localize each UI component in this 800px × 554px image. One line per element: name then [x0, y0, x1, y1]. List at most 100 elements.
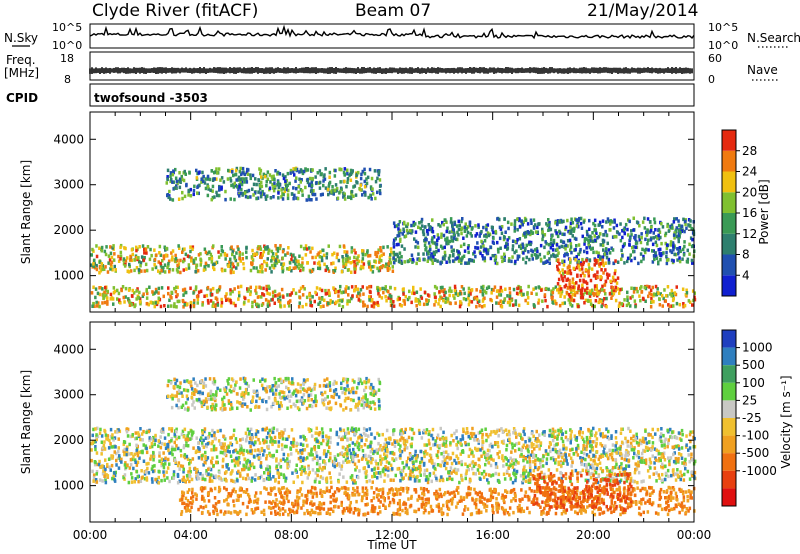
power-echo	[225, 298, 228, 302]
power-echo	[276, 170, 280, 175]
velocity-echo	[138, 456, 141, 460]
power-echo	[196, 191, 199, 195]
power-echo	[394, 237, 397, 241]
power-echo	[178, 177, 182, 181]
power-echo	[577, 284, 581, 288]
power-echo	[577, 304, 580, 309]
power-echo	[295, 167, 299, 172]
velocity-echo	[177, 461, 181, 465]
velocity-echo	[487, 481, 490, 485]
power-echo	[92, 264, 96, 269]
velocity-echo	[447, 507, 451, 511]
beam-title: Beam 07	[355, 1, 431, 21]
power-echo	[587, 299, 590, 303]
power-echo	[373, 259, 376, 263]
power-echo	[402, 229, 406, 234]
velocity-echo	[227, 510, 230, 514]
power-echo	[547, 287, 550, 292]
power-ylabel: Slant Range [km]	[19, 160, 33, 264]
power-echo	[604, 268, 607, 272]
power-echo	[558, 245, 561, 250]
power-echo	[259, 171, 262, 176]
power-echo	[687, 223, 690, 227]
power-echo	[558, 229, 561, 234]
velocity-echo	[257, 437, 260, 442]
velocity-echo	[562, 499, 565, 504]
power-echo	[301, 268, 305, 272]
velocity-echo	[344, 451, 347, 456]
power-echo	[451, 259, 455, 263]
velocity-echo	[458, 499, 461, 503]
power-echo	[239, 166, 242, 171]
velocity-echo	[522, 458, 525, 463]
power-echo	[320, 172, 323, 176]
power-echo	[369, 290, 372, 295]
power-echo	[287, 246, 290, 250]
power-echo	[175, 305, 178, 309]
power-echo	[398, 233, 401, 238]
velocity-echo	[284, 476, 288, 481]
power-echo	[298, 254, 301, 258]
power-echo	[467, 250, 470, 255]
power-scatter	[90, 166, 697, 309]
power-echo	[523, 231, 526, 236]
power-echo	[462, 297, 466, 301]
velocity-echo	[372, 491, 376, 495]
power-echo	[327, 244, 330, 248]
power-echo	[490, 287, 494, 292]
power-echo	[558, 303, 562, 308]
power-echo	[238, 293, 241, 298]
power-echo	[644, 299, 647, 303]
velocity-echo	[372, 496, 376, 500]
power-colorbar-tick-label: 24	[742, 165, 757, 179]
power-echo	[152, 301, 155, 305]
velocity-echo	[465, 495, 469, 499]
power-echo	[251, 261, 254, 266]
power-echo	[266, 245, 269, 249]
power-echo	[220, 187, 223, 191]
power-echo	[693, 291, 696, 295]
power-echo	[439, 224, 442, 228]
power-echo	[571, 234, 574, 238]
power-echo	[309, 250, 312, 254]
power-echo	[448, 254, 452, 258]
power-echo	[603, 297, 606, 301]
power-echo	[543, 255, 546, 259]
power-echo	[467, 296, 470, 300]
power-echo	[613, 220, 616, 224]
power-echo	[548, 225, 551, 229]
power-echo	[660, 241, 663, 246]
velocity-echo	[396, 501, 400, 506]
power-echo	[158, 251, 161, 255]
power-echo	[532, 226, 536, 230]
power-echo	[231, 170, 234, 174]
velocity-echo	[459, 495, 463, 500]
power-echo	[662, 251, 665, 255]
power-echo	[516, 217, 519, 221]
velocity-echo	[392, 500, 396, 505]
velocity-echo	[282, 486, 285, 490]
power-echo	[546, 304, 549, 309]
power-echo	[583, 237, 587, 241]
power-echo	[501, 300, 504, 304]
power-echo	[212, 265, 215, 270]
velocity-echo	[644, 501, 647, 505]
power-echo	[495, 301, 498, 305]
power-echo	[211, 262, 215, 266]
power-echo	[611, 286, 614, 290]
velocity-echo	[361, 495, 364, 499]
power-echo	[650, 300, 653, 305]
power-echo	[640, 236, 643, 240]
power-echo	[281, 173, 285, 177]
power-echo	[480, 285, 483, 290]
power-echo	[649, 288, 653, 293]
power-echo	[649, 228, 653, 233]
velocity-echo	[442, 430, 445, 435]
velocity-echo	[321, 434, 325, 439]
power-echo	[417, 252, 420, 256]
velocity-echo	[554, 511, 558, 516]
power-echo	[677, 223, 681, 228]
power-echo	[464, 261, 467, 265]
velocity-echo	[234, 490, 237, 494]
power-echo	[287, 267, 291, 271]
